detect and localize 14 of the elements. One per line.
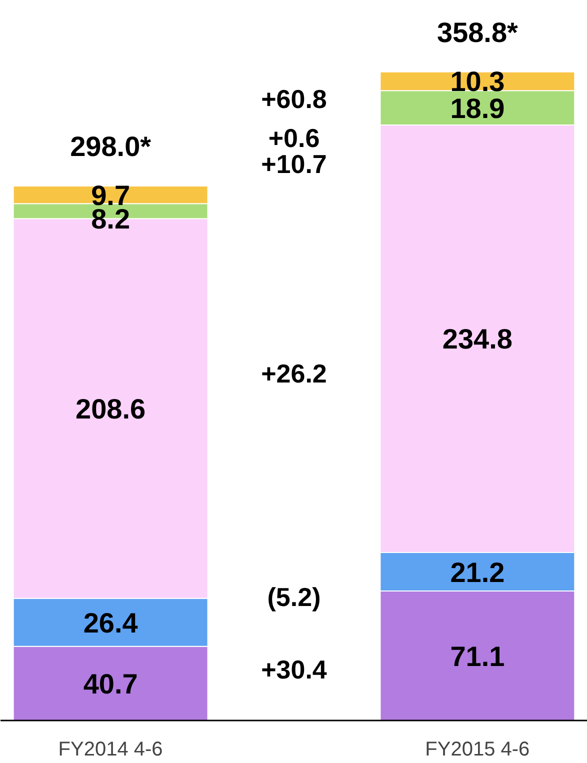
text: 358.8* (436, 16, 518, 48)
annotation: +60.8 (261, 84, 327, 114)
data-label: 71.1 (450, 640, 505, 672)
data-label: 234.8 (442, 324, 512, 355)
annotation: +30.4 (261, 654, 328, 685)
annotation: (5.2) (267, 582, 321, 612)
x-tick-label: FY2014 4-6 (58, 738, 163, 760)
data-label: 208.6 (76, 393, 146, 424)
data-label: 26.4 (83, 607, 138, 638)
annotation: 298.0* (70, 131, 152, 162)
annotation: +26.2 (261, 358, 327, 389)
data-label: 21.2 (450, 556, 505, 588)
data-label: 40.7 (83, 668, 138, 700)
x-tick-label: FY2015 4-6 (425, 738, 530, 760)
